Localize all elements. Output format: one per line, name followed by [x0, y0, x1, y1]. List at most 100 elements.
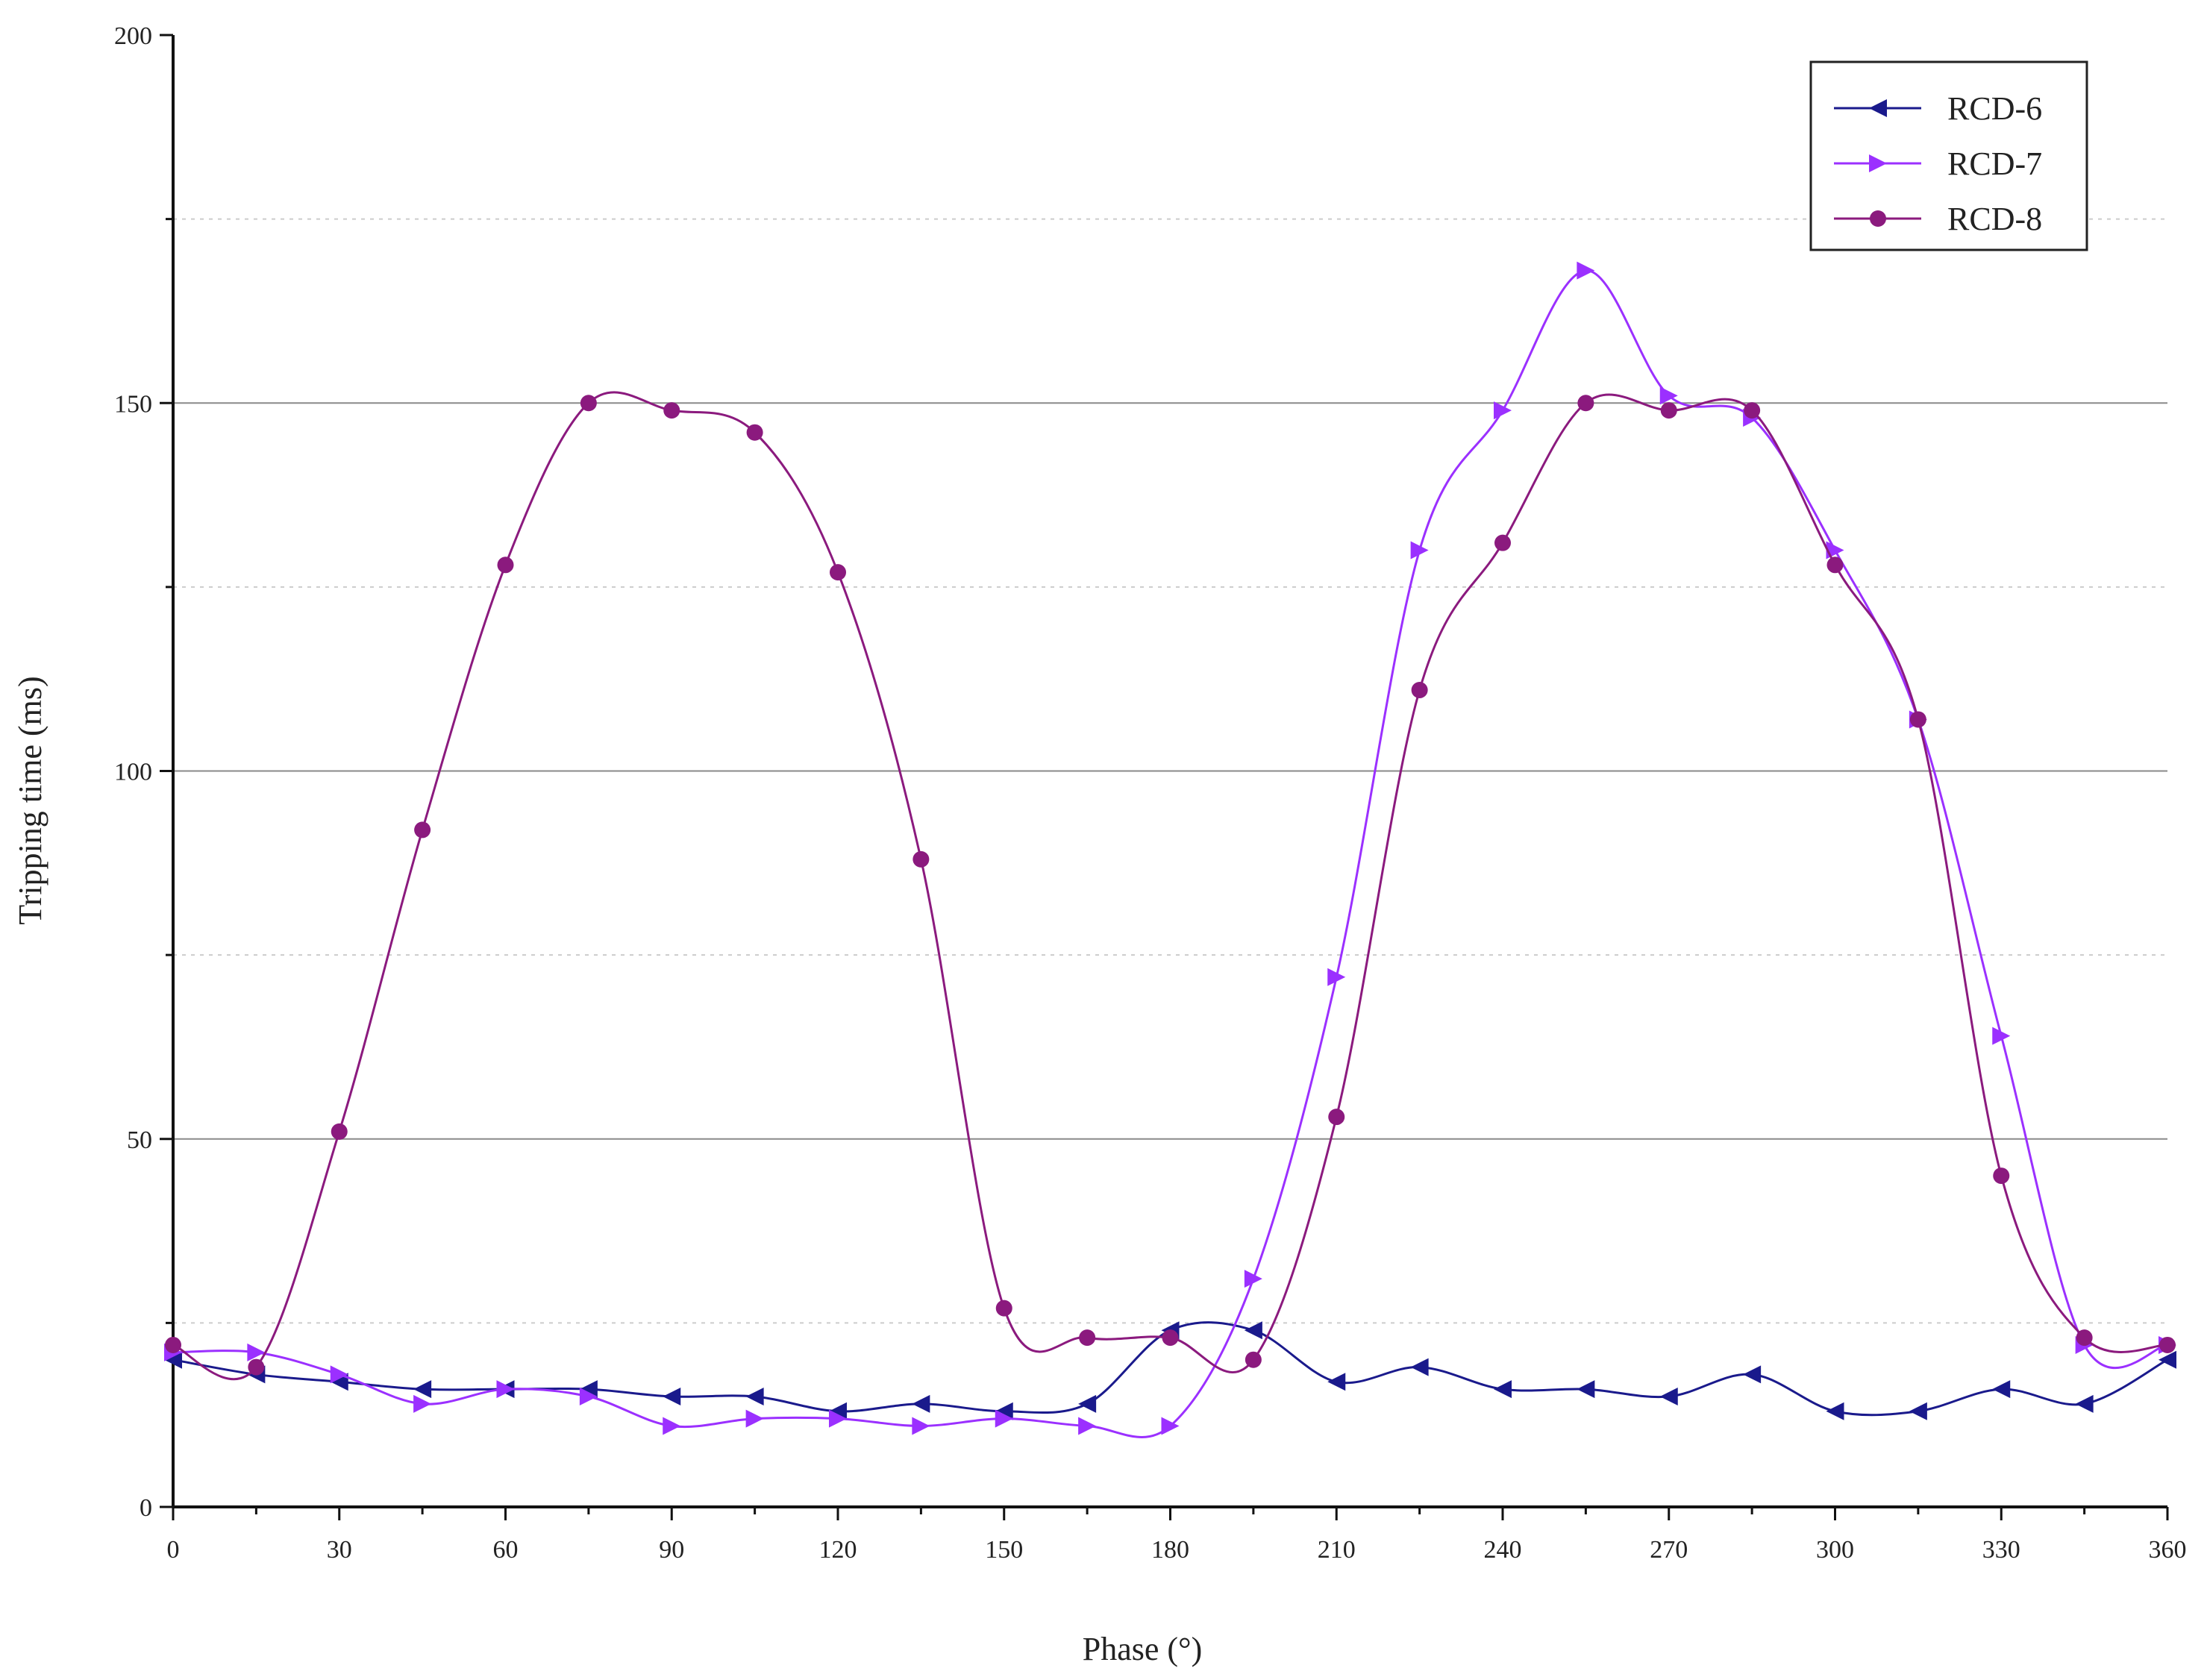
data-point	[2076, 1329, 2093, 1347]
x-tick-label: 360	[2149, 1536, 2187, 1564]
data-point	[746, 424, 763, 441]
data-point	[1577, 395, 1594, 412]
data-point	[1992, 1380, 2011, 1399]
data-point	[1244, 1270, 1262, 1288]
legend-item: RCD-6	[1834, 90, 2042, 127]
data-point	[995, 1300, 1012, 1317]
y-tick-label: 50	[127, 1126, 152, 1154]
legend-item: RCD-7	[1834, 145, 2042, 182]
data-point	[579, 1380, 598, 1399]
data-point	[663, 1388, 681, 1406]
series-rcd-8	[165, 391, 2176, 1381]
data-point	[1909, 1402, 1927, 1420]
data-point	[912, 850, 930, 868]
data-point	[1826, 557, 1844, 574]
data-point	[1078, 1417, 1097, 1435]
data-point	[1577, 261, 1595, 280]
data-point	[413, 1394, 432, 1413]
data-point	[912, 1417, 930, 1435]
data-point	[1659, 1388, 1678, 1406]
data-point	[331, 1123, 348, 1140]
legend-label: RCD-6	[1947, 90, 2042, 127]
data-point	[1162, 1329, 1179, 1347]
data-point	[995, 1402, 1013, 1420]
x-tick-label: 180	[1151, 1536, 1189, 1564]
data-point	[1079, 1329, 1096, 1347]
data-point	[1245, 1351, 1262, 1368]
data-point	[1744, 402, 1761, 419]
data-point	[1494, 534, 1511, 551]
data-point	[414, 821, 431, 839]
data-point	[1659, 386, 1678, 405]
data-point	[2159, 1336, 2176, 1353]
x-tick-label: 30	[327, 1536, 352, 1564]
data-point	[1327, 1373, 1346, 1391]
x-tick-label: 270	[1650, 1536, 1688, 1564]
x-tick-label: 0	[167, 1536, 180, 1564]
legend: RCD-6 RCD-7 RCD-8	[1809, 60, 2088, 251]
data-point	[829, 1409, 847, 1428]
legend-item: RCD-8	[1834, 201, 2042, 237]
data-point	[1494, 401, 1512, 420]
data-point	[330, 1373, 348, 1391]
data-point	[165, 1336, 181, 1353]
data-point	[1078, 1394, 1097, 1413]
y-tick-label: 0	[140, 1494, 152, 1522]
x-axis-title: Phase (°)	[1083, 1631, 1203, 1667]
data-point	[1909, 711, 1926, 728]
legend-label: RCD-8	[1947, 201, 2042, 237]
data-point	[1826, 1402, 1844, 1420]
data-point	[745, 1409, 764, 1428]
x-tick-label: 330	[1982, 1536, 2020, 1564]
legend-marker	[1869, 154, 1887, 172]
y-tick-label: 100	[114, 759, 152, 786]
data-point	[1410, 541, 1429, 560]
data-point	[663, 402, 680, 419]
data-point	[247, 1343, 266, 1361]
data-point	[1993, 1167, 2010, 1185]
data-point	[829, 1402, 847, 1420]
data-point	[579, 1388, 598, 1406]
data-point	[663, 1417, 681, 1435]
data-point	[248, 1358, 265, 1376]
legend-marker	[1869, 99, 1887, 117]
data-point	[497, 557, 514, 574]
data-point	[1410, 1358, 1429, 1376]
axis-ticks: 0 30 60 90 120 150 180 210 240 270 300 330 360 0 50 100…	[114, 22, 2187, 1564]
x-tick-label: 150	[985, 1536, 1023, 1564]
data-point	[1826, 541, 1844, 560]
x-tick-label: 240	[1484, 1536, 1522, 1564]
data-point	[1328, 1109, 1345, 1126]
data-point	[1577, 1380, 1595, 1399]
data-point	[580, 395, 597, 412]
series-lines	[164, 261, 2176, 1438]
data-point	[1327, 968, 1346, 986]
data-point	[164, 1350, 182, 1369]
x-tick-label: 300	[1816, 1536, 1854, 1564]
y-axis-title: Tripping time (ms)	[12, 676, 48, 924]
x-tick-label: 60	[493, 1536, 519, 1564]
x-tick-label: 210	[1318, 1536, 1356, 1564]
legend-label: RCD-7	[1947, 145, 2042, 182]
x-tick-label: 120	[819, 1536, 857, 1564]
x-tick-label: 90	[659, 1536, 684, 1564]
data-point	[830, 564, 846, 581]
data-point	[413, 1380, 432, 1399]
data-point	[2075, 1394, 2094, 1413]
legend-marker	[1870, 210, 1886, 227]
data-point	[496, 1380, 515, 1399]
data-point	[745, 1388, 764, 1406]
series-line	[172, 269, 2168, 1438]
data-point	[1411, 681, 1428, 698]
data-point	[912, 1394, 930, 1413]
data-point	[1992, 1027, 2011, 1045]
data-point	[995, 1409, 1013, 1428]
grid-lines	[173, 218, 2167, 1324]
data-point	[1660, 402, 1677, 419]
series-rcd-7	[164, 261, 2176, 1438]
data-point	[1244, 1321, 1262, 1340]
y-tick-label: 200	[114, 22, 152, 50]
data-point	[1494, 1380, 1512, 1399]
data-point	[2159, 1350, 2176, 1369]
data-point	[1743, 1365, 1762, 1384]
